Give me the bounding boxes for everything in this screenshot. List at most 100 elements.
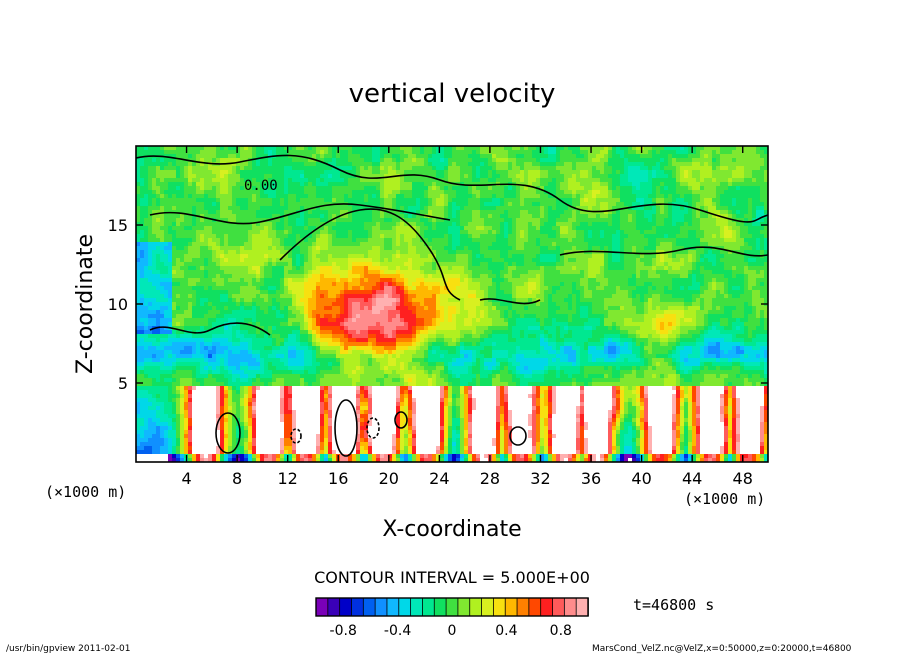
field-cell [176, 222, 181, 227]
field-cell [396, 266, 401, 271]
field-cell [228, 198, 233, 203]
field-cell [216, 246, 221, 251]
field-cell [192, 166, 197, 171]
field-cell [536, 158, 541, 163]
field-cell [724, 262, 729, 267]
field-cell [292, 254, 297, 259]
field-cell [376, 222, 381, 227]
field-cell [312, 154, 317, 159]
field-cell [372, 182, 377, 187]
field-cell [288, 174, 293, 179]
field-cell [260, 190, 265, 195]
field-cell [548, 238, 553, 243]
field-cell [312, 246, 317, 251]
field-cell [268, 182, 273, 187]
field-cell [620, 242, 625, 247]
field-cell [708, 234, 713, 239]
field-cell [228, 174, 233, 179]
field-cell [264, 178, 269, 183]
field-cell [436, 170, 441, 175]
field-cell [544, 162, 549, 167]
field-cell [392, 218, 397, 223]
field-cell [592, 214, 597, 219]
field-cell [520, 154, 525, 159]
field-cell [192, 202, 197, 207]
field-cell [376, 194, 381, 199]
field-cell [224, 202, 229, 207]
field-cell [492, 174, 497, 179]
field-cell [228, 202, 233, 207]
field-cell [660, 154, 665, 159]
field-cell [368, 234, 373, 239]
field-cell [252, 210, 257, 215]
field-cell [576, 190, 581, 195]
field-cell [632, 206, 637, 211]
field-cell [572, 178, 577, 183]
field-cell [160, 234, 165, 239]
field-cell [324, 258, 329, 263]
field-cell [412, 214, 417, 219]
field-cell [556, 234, 561, 239]
field-cell [192, 234, 197, 239]
field-cell [736, 150, 741, 155]
field-cell [760, 206, 765, 211]
field-cell [280, 174, 285, 179]
field-cell [420, 250, 425, 255]
field-cell [656, 226, 661, 231]
field-cell [316, 210, 321, 215]
field-cell [616, 202, 621, 207]
field-cell [384, 238, 389, 243]
field-cell [528, 230, 533, 235]
field-cell [372, 262, 377, 267]
field-cell [468, 230, 473, 235]
field-cell [524, 262, 529, 267]
field-cell [492, 198, 497, 203]
field-cell [352, 262, 357, 267]
field-cell [180, 262, 185, 267]
field-cell [260, 178, 265, 183]
field-cell [160, 214, 165, 219]
field-cell [376, 202, 381, 207]
field-cell [296, 238, 301, 243]
field-cell [212, 214, 217, 219]
field-cell [500, 166, 505, 171]
field-cell [152, 250, 157, 255]
field-cell [556, 206, 561, 211]
field-cell [764, 246, 768, 251]
field-cell [496, 218, 501, 223]
field-cell [760, 202, 765, 207]
field-cell [168, 174, 173, 179]
field-cell [440, 202, 445, 207]
field-cell [748, 158, 753, 163]
field-cell [272, 174, 277, 179]
field-cell [200, 186, 205, 191]
field-cell [360, 270, 365, 275]
field-cell [344, 210, 349, 215]
field-cell [408, 162, 413, 167]
field-cell [396, 198, 401, 203]
field-cell [156, 202, 161, 207]
field-cell [628, 234, 633, 239]
field-cell [232, 158, 237, 163]
field-cell [468, 258, 473, 263]
field-cell [544, 238, 549, 243]
field-cell [396, 186, 401, 191]
field-cell [392, 158, 397, 163]
field-cell [728, 218, 733, 223]
field-cell [392, 226, 397, 231]
field-cell [640, 198, 645, 203]
field-cell [388, 198, 393, 203]
field-cell [384, 246, 389, 251]
field-cell [416, 154, 421, 159]
field-cell [672, 158, 677, 163]
field-cell [720, 150, 725, 155]
field-cell [696, 238, 701, 243]
field-cell [480, 270, 485, 275]
field-cell [328, 226, 333, 231]
field-cell [212, 238, 217, 243]
field-cell [276, 214, 281, 219]
field-cell [584, 222, 589, 227]
field-cell [388, 214, 393, 219]
field-cell [440, 258, 445, 263]
field-cell [596, 198, 601, 203]
